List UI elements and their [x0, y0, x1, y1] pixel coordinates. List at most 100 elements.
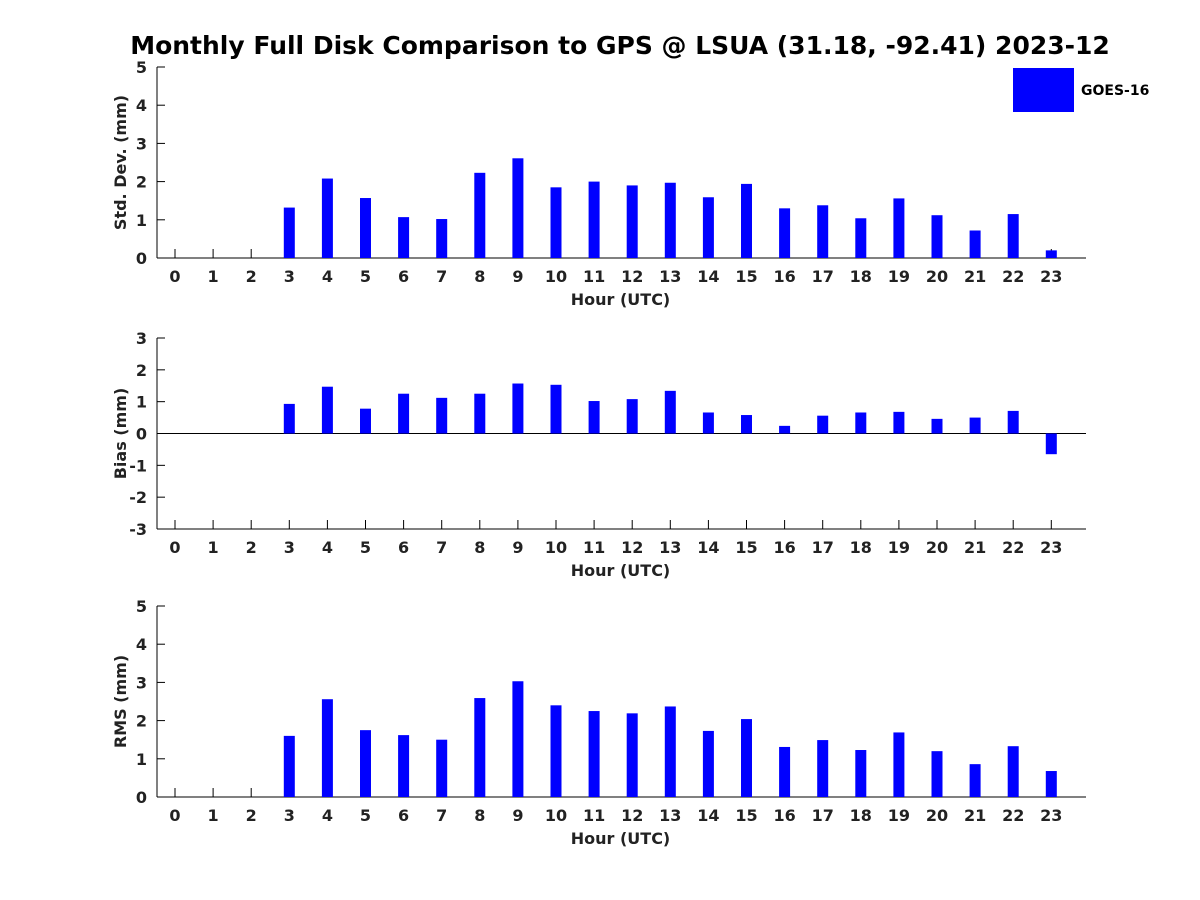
y-axis-label: Std. Dev. (mm): [111, 95, 130, 230]
x-tick-label: 9: [512, 806, 523, 825]
x-tick-label: 11: [583, 806, 605, 825]
x-tick-label: 4: [322, 538, 333, 557]
x-tick-label: 2: [246, 538, 257, 557]
bar-hour-4: [321, 386, 333, 434]
x-tick-label: 3: [284, 806, 295, 825]
bar-hour-12: [626, 185, 638, 258]
bar-hour-10: [550, 705, 562, 797]
bar-hour-21: [969, 764, 981, 797]
x-tick-label: 0: [169, 267, 180, 286]
x-tick-label: 8: [474, 806, 485, 825]
bar-hour-5: [360, 198, 371, 258]
x-tick-label: 1: [208, 806, 219, 825]
y-axis-label: RMS (mm): [111, 655, 130, 748]
x-tick-label: 17: [812, 806, 834, 825]
x-tick-label: 13: [659, 267, 681, 286]
x-tick-label: 23: [1040, 267, 1062, 286]
x-tick-label: 16: [773, 806, 795, 825]
bar-hour-4: [321, 699, 333, 797]
x-tick-label: 5: [360, 267, 371, 286]
x-tick-label: 4: [322, 267, 333, 286]
x-tick-label: 12: [621, 267, 643, 286]
x-axis-label: Hour (UTC): [571, 561, 671, 580]
x-tick-label: 2: [246, 806, 257, 825]
bar-hour-16: [779, 425, 791, 434]
x-tick-label: 2: [246, 267, 257, 286]
bar-hour-15: [741, 719, 752, 797]
y-tick-label: 0: [136, 249, 147, 268]
bar-hour-18: [855, 750, 867, 797]
x-tick-label: 20: [926, 806, 948, 825]
bar-hour-16: [779, 746, 791, 797]
x-tick-label: 7: [436, 267, 447, 286]
bar-hour-17: [817, 205, 829, 258]
x-tick-label: 6: [398, 538, 409, 557]
bar-hour-12: [626, 713, 638, 797]
x-tick-label: 21: [964, 267, 986, 286]
bar-hour-13: [664, 390, 676, 434]
bar-hour-5: [360, 730, 371, 797]
x-tick-label: 18: [850, 267, 872, 286]
y-tick-label: 2: [136, 712, 147, 731]
x-tick-label: 10: [545, 267, 567, 286]
y-axis-label: Bias (mm): [111, 388, 130, 480]
x-tick-label: 16: [773, 267, 795, 286]
chart-title: Monthly Full Disk Comparison to GPS @ LS…: [130, 31, 1110, 60]
bar-hour-5: [360, 408, 371, 434]
bar-hour-8: [474, 698, 486, 797]
y-tick-label: 5: [136, 58, 147, 77]
y-tick-label: 0: [136, 425, 147, 444]
x-tick-label: 17: [812, 267, 834, 286]
bar-hour-6: [398, 393, 410, 434]
bar-hour-19: [893, 732, 905, 797]
bar-hour-9: [512, 681, 524, 797]
bar-hour-18: [855, 412, 867, 434]
x-tick-label: 6: [398, 267, 409, 286]
x-tick-label: 8: [474, 267, 485, 286]
y-tick-label: -2: [129, 488, 147, 507]
y-tick-label: 3: [136, 134, 147, 153]
x-tick-label: 14: [697, 267, 719, 286]
x-tick-label: 3: [284, 267, 295, 286]
x-tick-label: 11: [583, 267, 605, 286]
x-tick-label: 10: [545, 806, 567, 825]
x-tick-label: 19: [888, 538, 910, 557]
bar-hour-22: [1007, 214, 1019, 258]
x-tick-label: 8: [474, 538, 485, 557]
x-tick-label: 22: [1002, 806, 1024, 825]
x-tick-label: 20: [926, 538, 948, 557]
bar-hour-15: [741, 183, 752, 258]
bar-hour-15: [741, 415, 752, 434]
bar-hour-19: [893, 198, 905, 258]
x-tick-label: 19: [888, 267, 910, 286]
bar-hour-23: [1045, 433, 1057, 455]
x-tick-label: 3: [284, 538, 295, 557]
x-tick-label: 9: [512, 538, 523, 557]
y-tick-label: 5: [136, 597, 147, 616]
bar-hour-16: [779, 208, 791, 258]
x-tick-label: 1: [208, 538, 219, 557]
x-tick-label: 23: [1040, 806, 1062, 825]
legend-swatch: [1013, 68, 1074, 112]
bar-hour-3: [283, 207, 295, 258]
bar-hour-7: [436, 219, 448, 258]
x-tick-label: 14: [697, 806, 719, 825]
x-tick-label: 22: [1002, 267, 1024, 286]
y-tick-label: 2: [136, 173, 147, 192]
bar-hour-3: [283, 735, 295, 797]
x-tick-label: 12: [621, 538, 643, 557]
x-tick-label: 13: [659, 538, 681, 557]
x-tick-label: 4: [322, 806, 333, 825]
bar-hour-13: [664, 182, 676, 258]
bar-hour-9: [512, 383, 524, 434]
x-tick-label: 7: [436, 538, 447, 557]
bar-hour-17: [817, 740, 829, 797]
y-tick-label: 3: [136, 673, 147, 692]
x-tick-label: 15: [735, 806, 757, 825]
bar-hour-20: [931, 751, 943, 797]
x-tick-label: 19: [888, 806, 910, 825]
x-tick-label: 21: [964, 806, 986, 825]
bar-hour-18: [855, 218, 867, 258]
x-tick-label: 5: [360, 538, 371, 557]
